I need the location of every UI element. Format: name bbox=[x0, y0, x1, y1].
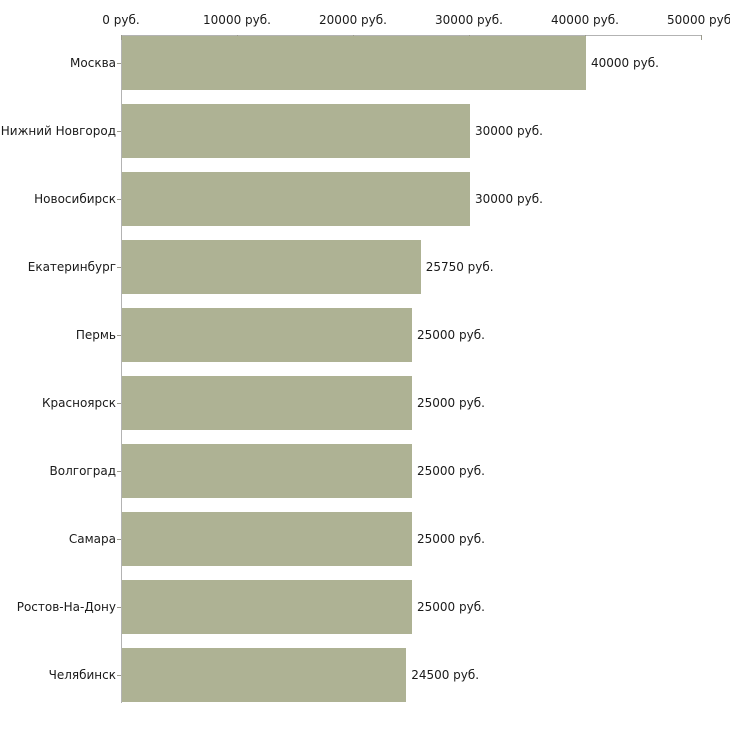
y-axis-tick bbox=[117, 199, 121, 200]
y-axis-category-label: Екатеринбург bbox=[27, 260, 116, 274]
y-axis-tick bbox=[117, 471, 121, 472]
y-axis-category-label: Пермь bbox=[75, 328, 116, 342]
bar[interactable] bbox=[122, 580, 412, 634]
y-axis-category-label: Самара bbox=[68, 532, 116, 546]
y-axis-category-label: Волгоград bbox=[49, 464, 116, 478]
x-axis-tick-label: 40000 руб. bbox=[551, 13, 619, 27]
y-axis-line bbox=[121, 35, 122, 703]
bar[interactable] bbox=[122, 172, 470, 226]
bar-value-label: 25000 руб. bbox=[417, 396, 485, 410]
bar[interactable] bbox=[122, 104, 470, 158]
y-axis-category-label: Нижний Новгород bbox=[0, 124, 116, 138]
x-axis-tick-label: 30000 руб. bbox=[435, 13, 503, 27]
bar[interactable] bbox=[122, 308, 412, 362]
bar-value-label: 25000 руб. bbox=[417, 464, 485, 478]
bar[interactable] bbox=[122, 648, 407, 702]
bar-value-label: 25000 руб. bbox=[417, 328, 485, 342]
y-axis-tick bbox=[117, 335, 121, 336]
bar[interactable] bbox=[122, 512, 412, 566]
y-axis-category-label: Новосибирск bbox=[34, 192, 116, 206]
x-axis-tick bbox=[121, 35, 122, 40]
bar-value-label: 25750 руб. bbox=[425, 260, 494, 274]
x-axis-tick-label: 10000 руб. bbox=[203, 13, 271, 27]
y-axis-category-label: Москва bbox=[70, 56, 116, 70]
bar[interactable] bbox=[122, 36, 586, 90]
y-axis-tick bbox=[117, 131, 121, 132]
x-axis-tick-label: 0 руб. bbox=[102, 13, 140, 27]
bar-value-label: 30000 руб. bbox=[475, 192, 543, 206]
bar[interactable] bbox=[122, 444, 412, 498]
bar-value-label: 40000 руб. bbox=[591, 56, 659, 70]
y-axis-tick bbox=[117, 675, 121, 676]
bar[interactable] bbox=[122, 240, 421, 294]
bar-value-label: 25000 руб. bbox=[417, 600, 485, 614]
y-axis-category-label: Челябинск bbox=[48, 668, 116, 682]
y-axis-tick bbox=[117, 63, 121, 64]
y-axis-category-label: Красноярск bbox=[42, 396, 116, 410]
y-axis-tick bbox=[117, 607, 121, 608]
bar-value-label: 30000 руб. bbox=[475, 124, 543, 138]
x-axis-tick bbox=[701, 35, 702, 40]
bar-value-label: 24500 руб. bbox=[411, 668, 480, 682]
bar-value-label: 25000 руб. bbox=[417, 532, 485, 546]
bar[interactable] bbox=[122, 376, 412, 430]
x-axis-line bbox=[121, 35, 701, 36]
y-axis-category-label: Ростов-На-Дону bbox=[16, 600, 116, 614]
y-axis-tick bbox=[117, 539, 121, 540]
y-axis-tick bbox=[117, 403, 121, 404]
x-axis-tick-label: 20000 руб. bbox=[319, 13, 387, 27]
y-axis-tick bbox=[117, 267, 121, 268]
x-axis-tick-label: 50000 руб. bbox=[667, 13, 730, 27]
